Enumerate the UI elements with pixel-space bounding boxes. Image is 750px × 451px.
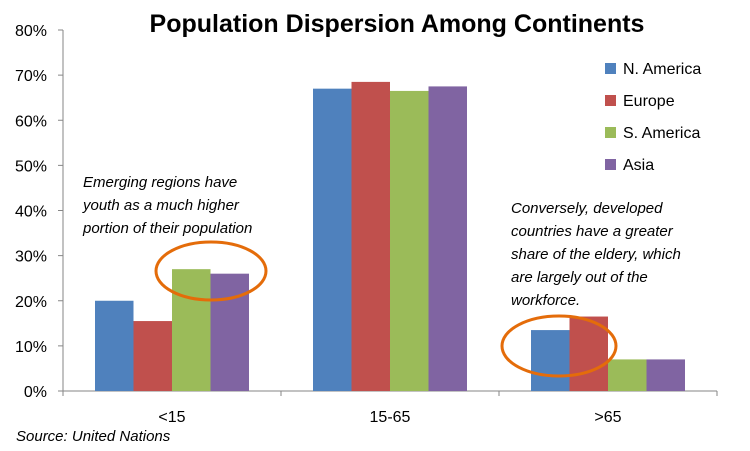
y-tick-label: 10% [15, 339, 47, 356]
youth-annotation-line: Emerging regions have [83, 174, 237, 191]
y-tick-label: 20% [15, 294, 47, 311]
legend-swatch [605, 95, 616, 106]
legend-swatch [605, 127, 616, 138]
bar-n-america-1 [313, 88, 352, 391]
legend-label: S. America [623, 125, 700, 142]
chart-title: Population Dispersion Among Continents [150, 10, 645, 38]
y-tick-label: 60% [15, 113, 47, 130]
elderly-annotation-line: are largely out of the [511, 269, 648, 286]
y-tick-label: 30% [15, 249, 47, 266]
y-axis-ticks: 0% 10% 20% 30% 40% 50% 60% 70% 80% [15, 23, 47, 401]
y-tick-label: 70% [15, 68, 47, 85]
elderly-annotation-line: countries have a greater [511, 223, 674, 240]
x-tick-label: 15-65 [370, 409, 411, 426]
elderly-annotation-line: share of the eldery, which [511, 246, 681, 263]
elderly-highlight-ellipse [500, 314, 618, 378]
elderly-annotation-line: Conversely, developed [511, 200, 663, 217]
bar-europe-0 [133, 321, 172, 391]
legend-label: N. America [623, 61, 701, 78]
bar-asia-0 [210, 273, 249, 391]
bar-s-america-0 [172, 269, 211, 391]
bar-europe-1 [351, 81, 390, 392]
legend-label: Europe [623, 93, 675, 110]
bars [95, 81, 685, 392]
y-tick-label: 40% [15, 204, 47, 221]
legend-swatch [605, 63, 616, 74]
y-tick-label: 50% [15, 158, 47, 175]
legend: N. America Europe S. America Asia [605, 61, 701, 174]
bar-n-america-0 [95, 300, 134, 391]
source-note: Source: United Nations [16, 428, 171, 445]
x-tick-label: <15 [158, 409, 185, 426]
elderly-annotation: Conversely, developed countries have a g… [511, 200, 685, 309]
youth-annotation: Emerging regions have youth as a much hi… [82, 174, 252, 237]
youth-annotation-line: youth as a much higher [82, 197, 240, 214]
x-tick-label: >65 [594, 409, 621, 426]
x-axis-ticks: <15 15-65 >65 [158, 409, 621, 426]
y-tick-label: 80% [15, 23, 47, 40]
legend-swatch [605, 159, 616, 170]
bar-n-america-2 [531, 330, 570, 391]
legend-label: Asia [623, 157, 654, 174]
bar-europe-2 [569, 316, 608, 391]
elderly-annotation-line: workforce. [511, 292, 580, 309]
youth-highlight-ellipse [154, 240, 268, 302]
bar-s-america-2 [608, 359, 647, 391]
bar-asia-1 [428, 86, 467, 391]
y-tick-label: 0% [24, 384, 47, 401]
bar-asia-2 [646, 359, 685, 391]
youth-annotation-line: portion of their population [82, 220, 252, 237]
bar-s-america-1 [390, 90, 429, 391]
